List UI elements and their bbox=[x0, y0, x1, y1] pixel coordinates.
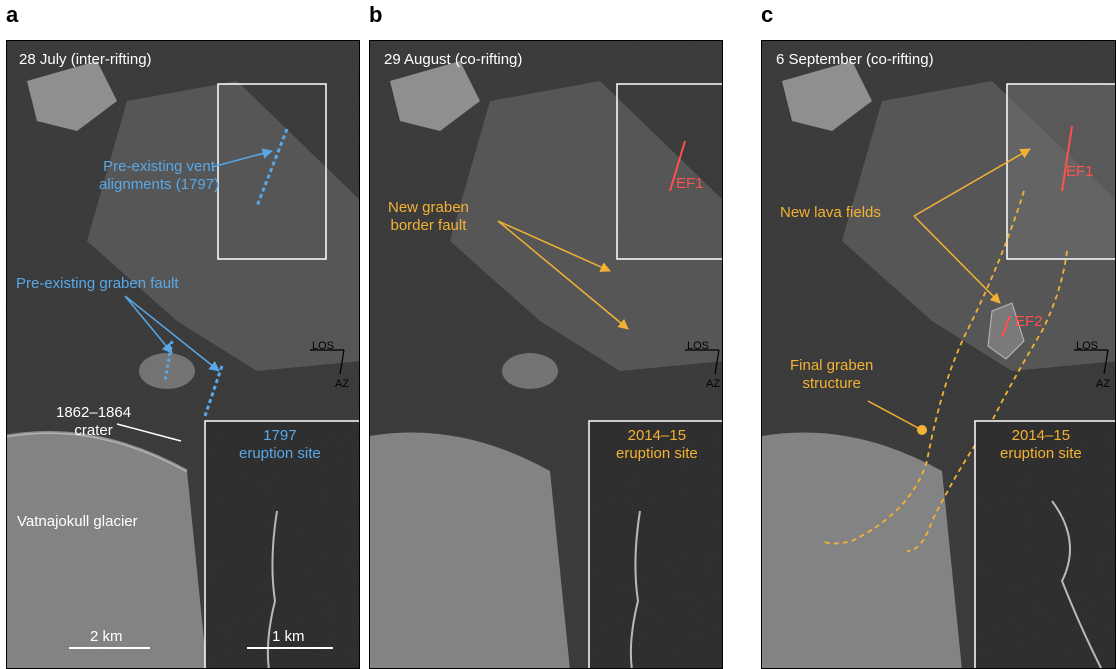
new-graben-fault-label: New graben border fault bbox=[388, 199, 469, 234]
panel-b-letter: b bbox=[369, 2, 383, 27]
panel-a-scale-inset: 1 km bbox=[272, 628, 305, 645]
panel-b-sar-image bbox=[370, 41, 722, 668]
glacier-label: Vatnajokull glacier bbox=[17, 513, 138, 530]
panel-c-inset-label: 2014–15 eruption site bbox=[1000, 427, 1082, 462]
panel-a-letter: a bbox=[6, 2, 19, 27]
graben-fault-label: Pre-existing graben fault bbox=[16, 275, 179, 292]
panel-c-date-label: 6 September (co-rifting) bbox=[776, 51, 934, 68]
panel-b-compass-icon bbox=[685, 349, 720, 375]
panel-b-date-label: 29 August (co-rifting) bbox=[384, 51, 523, 68]
panel-a-los-label: LOS bbox=[312, 340, 335, 352]
crater-label: 1862–1864 crater bbox=[56, 404, 132, 439]
panel-a-inset-label: 1797 eruption site bbox=[239, 427, 321, 462]
final-graben-label: Final graben structure bbox=[790, 357, 874, 392]
panel-b-inset-label: 2014–15 eruption site bbox=[616, 427, 698, 462]
panel-c-los-label: LOS bbox=[1076, 340, 1099, 352]
panel-b-ef1-label: EF1 bbox=[676, 175, 704, 192]
panel-b-az-label: AZ bbox=[706, 378, 721, 390]
panel-c-letter: c bbox=[761, 2, 774, 27]
panel-c-compass-icon bbox=[1074, 349, 1109, 375]
panel-c-ef2-label: EF2 bbox=[1015, 313, 1043, 330]
panel-b-los-label: LOS bbox=[687, 340, 710, 352]
lava-fields-label: New lava fields bbox=[780, 204, 881, 221]
vent-alignment-label: Pre-existing vent alignments (1797) bbox=[99, 158, 220, 193]
panel-a-compass-icon bbox=[310, 349, 345, 375]
panel-c-az-label: AZ bbox=[1096, 378, 1111, 390]
panel-c-sar-image bbox=[762, 41, 1115, 668]
panel-c-ef1-label: EF1 bbox=[1066, 163, 1094, 180]
panel-c: 6 September (co-rifting) New lava fields… bbox=[761, 40, 1116, 669]
panel-a-date-label: 28 July (inter-rifting) bbox=[19, 51, 152, 68]
panel-a-scale-main: 2 km bbox=[90, 628, 123, 645]
panel-a: 28 July (inter-rifting) Pre-existing ven… bbox=[6, 40, 360, 669]
panel-b: 29 August (co-rifting) New graben border… bbox=[369, 40, 723, 669]
panel-a-az-label: AZ bbox=[335, 378, 350, 390]
panel-a-sar-image bbox=[7, 41, 359, 668]
